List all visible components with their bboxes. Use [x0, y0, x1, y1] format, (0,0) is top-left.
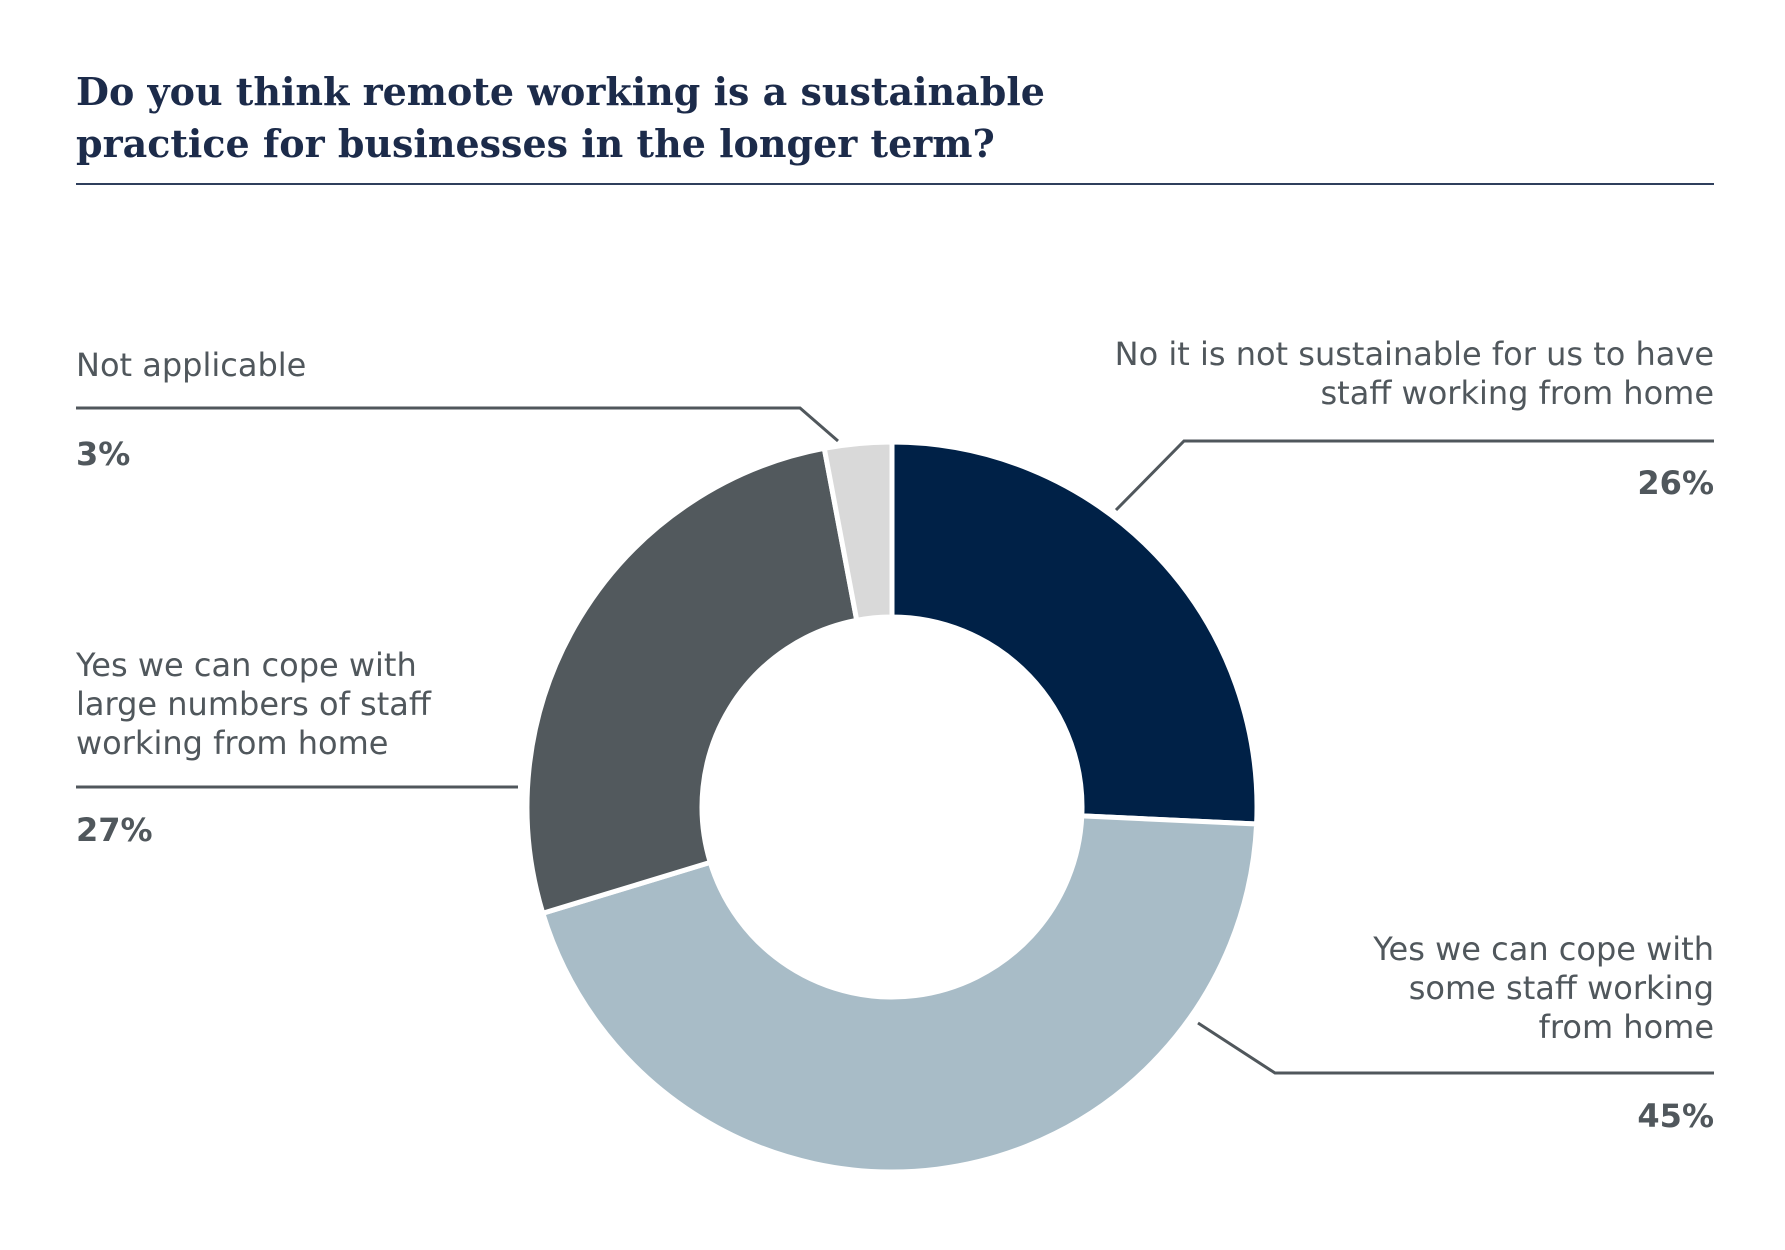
label-not-applicable: Not applicable — [76, 346, 476, 385]
label-line: large numbers of staff — [76, 685, 431, 723]
value-label-large-numbers: 27% — [76, 811, 153, 849]
label-line: Not applicable — [76, 346, 307, 384]
donut-slices — [524, 439, 1260, 1175]
label-line: some staff working — [1408, 969, 1714, 1007]
slice-not-sustainable — [889, 439, 1260, 827]
slice-some-staff — [539, 813, 1260, 1175]
value-label-not-applicable: 3% — [76, 435, 131, 473]
label-not-sustainable: No it is not sustainable for us to have … — [1014, 335, 1714, 413]
title-divider — [76, 183, 1714, 185]
label-line: Yes we can cope with — [1373, 930, 1714, 968]
label-some-staff: Yes we can cope with some staff working … — [1214, 930, 1714, 1047]
chart-title-line: Do you think remote working is a sustain… — [76, 69, 1045, 114]
label-line: No it is not sustainable for us to have — [1114, 335, 1714, 373]
label-line: staff working from home — [1320, 374, 1715, 412]
label-large-numbers: Yes we can cope with large numbers of st… — [76, 646, 536, 763]
chart-title: Do you think remote working is a sustain… — [76, 66, 1076, 170]
chart-title-line: practice for businesses in the longer te… — [76, 121, 995, 166]
value-label-not-sustainable: 26% — [1637, 464, 1714, 502]
leader-line-not-applicable — [76, 406, 839, 443]
leader-lines — [76, 406, 1714, 1075]
label-line: working from home — [76, 724, 389, 762]
label-line: from home — [1538, 1008, 1714, 1046]
value-label-some-staff: 45% — [1637, 1097, 1714, 1135]
leader-line-not-sustainable — [1114, 439, 1714, 512]
slice-large-numbers — [524, 445, 860, 917]
slice-not-applicable — [821, 439, 895, 624]
leader-line-some-staff — [1197, 1021, 1714, 1075]
label-line: Yes we can cope with — [76, 646, 417, 684]
